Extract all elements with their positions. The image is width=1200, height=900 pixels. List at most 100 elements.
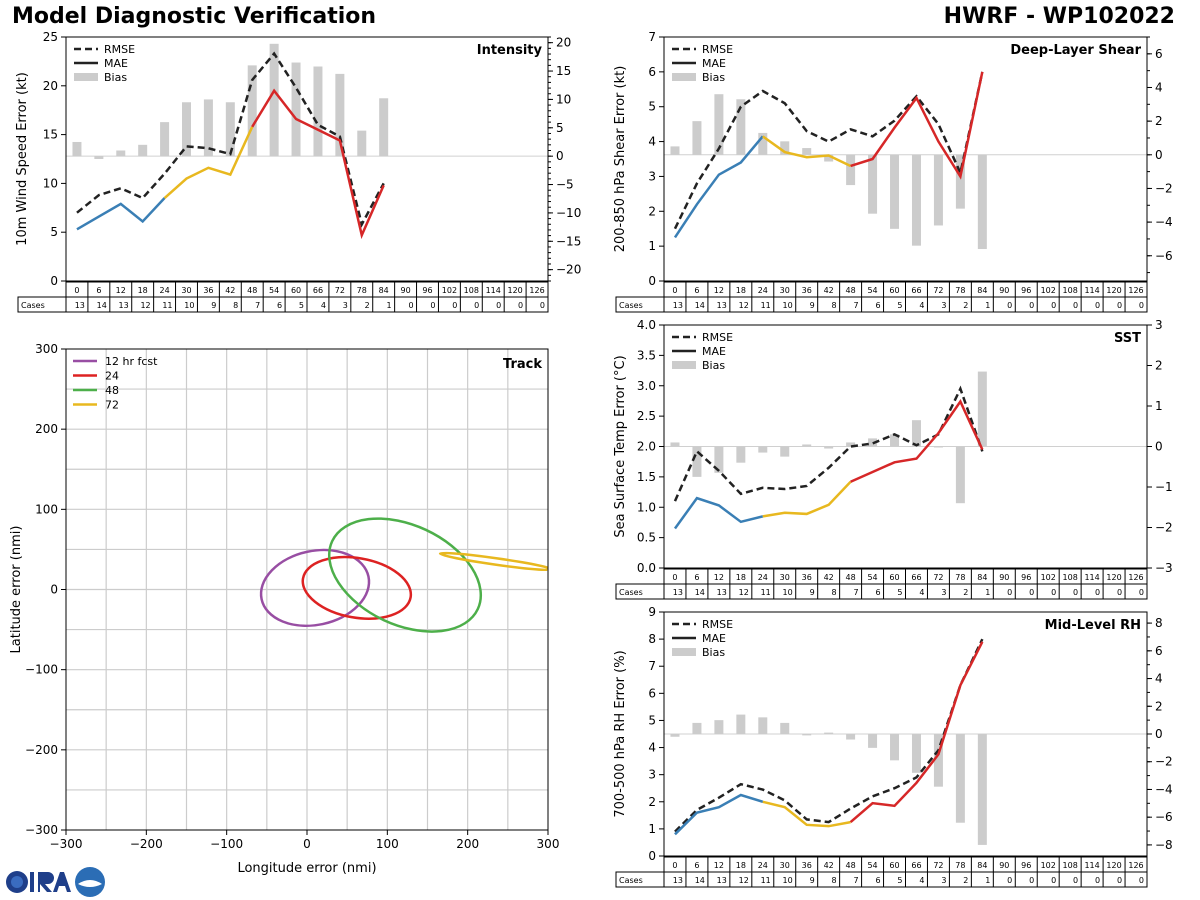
- intensity-lead-time-label: 12: [116, 286, 126, 295]
- rh-bias-bar: [846, 734, 856, 740]
- intensity-lead-time-label: 36: [203, 286, 213, 295]
- intensity-bias-bar: [269, 43, 279, 157]
- sst-legend-bias-swatch: [672, 361, 696, 369]
- shear-case-count: 8: [832, 301, 837, 310]
- track-xtick-label: 0: [303, 837, 311, 851]
- rh-case-count: 1: [985, 876, 990, 885]
- rh-bias-bar: [670, 734, 680, 737]
- sst-case-count: 11: [761, 588, 771, 597]
- shear-ytick-right-label: −4: [1155, 215, 1173, 229]
- shear-ytick-label: 0: [648, 274, 656, 288]
- sst-case-count: 6: [875, 588, 880, 597]
- rh-bias-bar: [955, 734, 965, 823]
- intensity-lead-time-label: 78: [357, 286, 367, 295]
- intensity-bias-bar: [94, 156, 104, 159]
- logo-globe-inner-icon: [11, 876, 23, 888]
- intensity-bias-bar: [203, 99, 213, 157]
- sst-lead-time-label: 78: [955, 573, 965, 582]
- track-ellipse-48hr: [327, 517, 483, 633]
- rh-ytick-label: 4: [648, 741, 656, 755]
- sst-ytick-right-label: 0: [1155, 440, 1163, 454]
- intensity-title: Intensity: [477, 43, 543, 58]
- intensity-ytick-label: 0: [50, 274, 58, 288]
- intensity-bias-bar: [225, 102, 235, 157]
- track-ellipse-72hr: [438, 551, 553, 572]
- rh-case-count: 0: [1051, 876, 1056, 885]
- rh-bias-bar: [780, 722, 790, 734]
- intensity-bias-bar: [335, 73, 345, 157]
- intensity-lead-time-label: 30: [181, 286, 191, 295]
- shear-case-count: 7: [853, 301, 858, 310]
- rh-ytick-right-label: −8: [1155, 838, 1173, 852]
- rh-cases-cell: [615, 871, 665, 888]
- track-ytick-label: 100: [35, 502, 58, 516]
- shear-lead-time-label: 66: [911, 286, 921, 295]
- shear-legend-mae: MAE: [702, 57, 726, 70]
- intensity-ytick-right-label: 0: [556, 149, 564, 163]
- sst-lead-time-label: 84: [977, 573, 987, 582]
- shear-ytick-right-label: 2: [1155, 114, 1163, 128]
- shear-case-count: 1: [985, 301, 990, 310]
- track-xtick-label: 200: [456, 837, 479, 851]
- sst-case-count: 13: [717, 588, 727, 597]
- sst-bias-bar: [824, 446, 834, 449]
- shear-bias-bar: [758, 132, 768, 155]
- shear-lead-time-label: 36: [802, 286, 812, 295]
- shear-ytick-label: 7: [648, 30, 656, 44]
- shear-case-count: 0: [1029, 301, 1034, 310]
- sst-ytick-right-label: 1: [1155, 399, 1163, 413]
- intensity-case-count: 0: [474, 301, 479, 310]
- intensity-legend-bias-swatch: [74, 73, 98, 81]
- shear-bias-bar: [692, 121, 702, 155]
- rh-lead-time-label: 42: [824, 861, 834, 870]
- shear-bias-bar: [933, 154, 943, 226]
- sst-lead-time-label: 72: [933, 573, 943, 582]
- intensity-lead-time-label: 108: [464, 286, 479, 295]
- intensity-ytick-label: 10: [43, 176, 58, 190]
- shear-legend-bias: Bias: [702, 71, 725, 84]
- track-xtick-label: −300: [50, 837, 83, 851]
- shear-lead-time-label: 78: [955, 286, 965, 295]
- track-ytick-label: −100: [25, 663, 58, 677]
- intensity-lead-time-label: 90: [400, 286, 410, 295]
- track-ytick-label: 0: [50, 583, 58, 597]
- track-ytick-label: 300: [35, 342, 58, 356]
- rh-case-count: 0: [1029, 876, 1034, 885]
- shear-bias-bar: [824, 154, 834, 162]
- sst-ytick-right-label: −2: [1155, 521, 1173, 535]
- rh-ytick-label: 2: [648, 795, 656, 809]
- rh-legend-bias: Bias: [702, 646, 725, 659]
- shear-case-count: 13: [673, 301, 683, 310]
- track-title: Track: [503, 357, 542, 372]
- rh-case-count: 5: [897, 876, 902, 885]
- sst-bias-bar: [736, 446, 746, 463]
- rh-ytick-label: 6: [648, 686, 656, 700]
- rh-case-count: 0: [1139, 876, 1144, 885]
- sst-lead-time-label: 30: [780, 573, 790, 582]
- shear-ytick-right-label: 4: [1155, 80, 1163, 94]
- shear-bias-bar: [977, 154, 987, 250]
- intensity-case-count: 10: [184, 301, 194, 310]
- page-title: Model Diagnostic Verification: [12, 4, 377, 29]
- sst-lead-time-label: 60: [889, 573, 899, 582]
- intensity-legend-bias: Bias: [104, 71, 127, 84]
- intensity-ytick-right-label: −5: [556, 178, 574, 192]
- shear-lead-time-label: 24: [758, 286, 768, 295]
- rh-lead-time-label: 120: [1106, 861, 1121, 870]
- shear-bias-bar: [802, 148, 812, 155]
- logo-swoosh-icon: [78, 880, 102, 887]
- rh-bias-bar: [933, 734, 943, 787]
- sst-bias-bar: [977, 371, 987, 447]
- shear-ytick-right-label: −6: [1155, 249, 1173, 263]
- sst-case-count: 12: [739, 588, 749, 597]
- shear-lead-time-label: 60: [889, 286, 899, 295]
- rh-bias-bar: [758, 717, 768, 734]
- shear-case-count: 4: [919, 301, 924, 310]
- shear-mae-segment-0-24: [673, 135, 764, 239]
- shear-ytick-label: 3: [648, 169, 656, 183]
- rh-lead-time-label: 30: [780, 861, 790, 870]
- track-ellipse-24hr-legend-label: 24: [105, 370, 119, 383]
- sst-bias-bar: [714, 446, 724, 473]
- intensity-frame: [65, 36, 549, 282]
- intensity-ytick-label: 5: [50, 225, 58, 239]
